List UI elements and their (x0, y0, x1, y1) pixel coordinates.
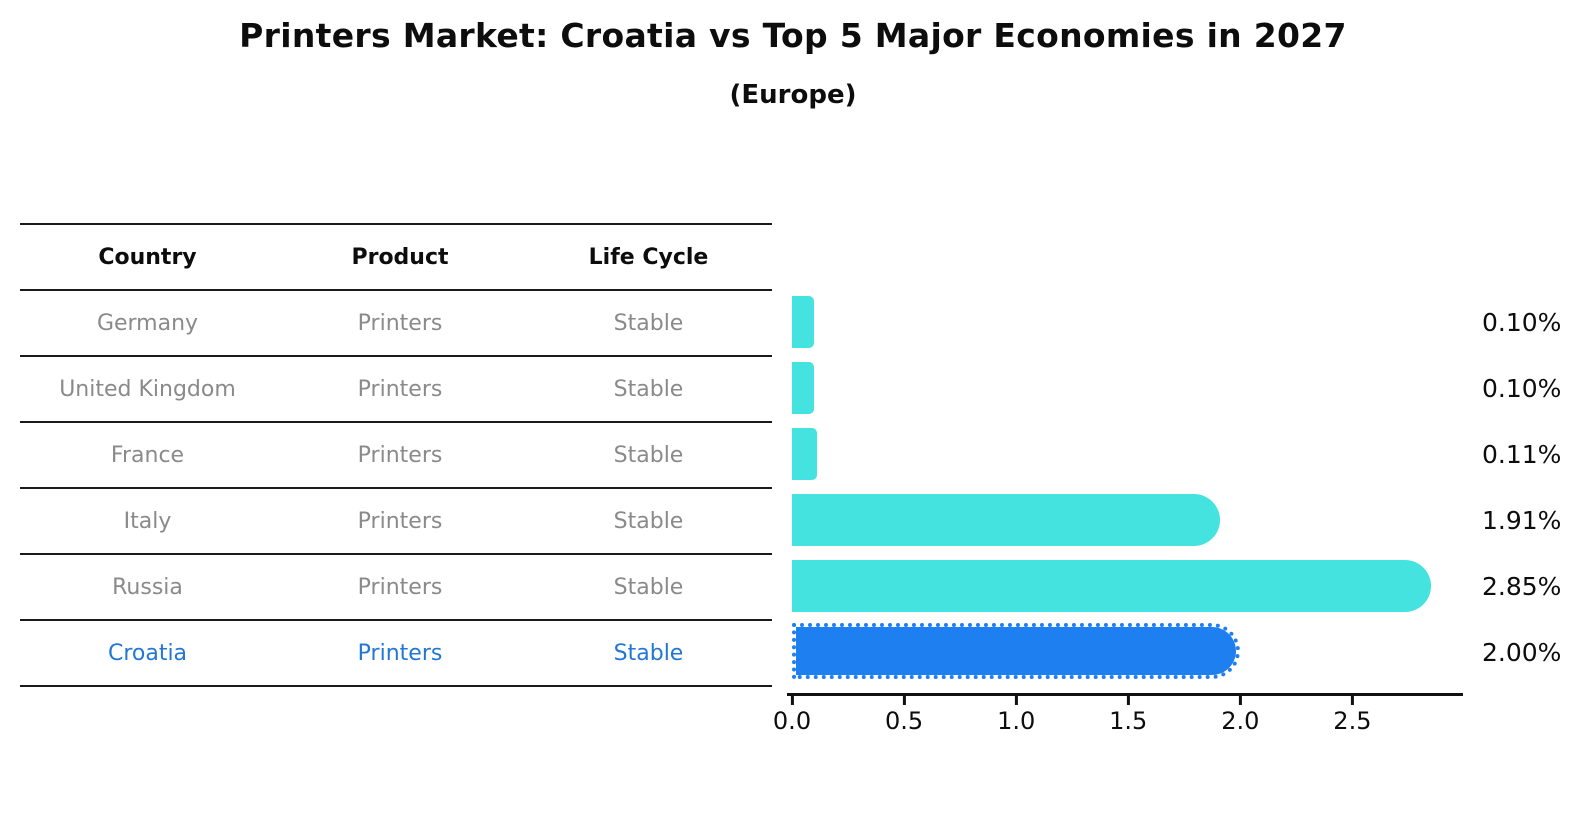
x-tick-label: 0.0 (772, 707, 812, 735)
bar-croatia-highlighted (792, 623, 1241, 679)
table-row-croatia-highlighted: Croatia Printers Stable (20, 619, 772, 685)
bar-united-kingdom (792, 362, 815, 414)
x-tick-label: 0.5 (884, 707, 924, 735)
x-tick: 0.0 (773, 696, 811, 735)
product-cell: Printers (357, 442, 443, 468)
life-cycle-cell: Stable (613, 574, 684, 600)
x-tick-label: 2.0 (1221, 707, 1260, 735)
bar-row (792, 355, 1460, 421)
data-table: Country Product Life Cycle Germany Print… (20, 223, 772, 687)
table-header-row: Country Product Life Cycle (20, 223, 772, 289)
table-row-united-kingdom: United Kingdom Printers Stable (20, 355, 772, 421)
x-tick-mark (1014, 696, 1018, 705)
value-label-united-kingdom: 0.10% (1482, 373, 1562, 403)
column-header-life-cycle: Life Cycle (588, 244, 709, 270)
bar-row (792, 289, 1460, 355)
x-tick-mark (1350, 696, 1354, 705)
life-cycle-cell: Stable (613, 508, 684, 534)
life-cycle-cell: Stable (613, 310, 684, 336)
x-tick: 2.5 (1333, 696, 1371, 735)
product-cell: Printers (357, 640, 443, 666)
chart-subtitle: (Europe) (729, 80, 857, 110)
value-label-croatia: 2.00% (1482, 637, 1562, 667)
value-label-italy: 1.91% (1482, 505, 1562, 535)
x-tick-mark (1238, 696, 1242, 705)
x-tick-mark (790, 696, 794, 705)
life-cycle-cell: Stable (613, 376, 684, 402)
life-cycle-cell: Stable (613, 442, 684, 468)
x-tick: 2.0 (1221, 696, 1259, 735)
bar-row (792, 421, 1460, 487)
table-row-italy: Italy Printers Stable (20, 487, 772, 553)
x-tick-label: 1.0 (997, 707, 1036, 735)
product-cell: Printers (357, 574, 443, 600)
product-cell: Printers (357, 376, 443, 402)
life-cycle-cell: Stable (613, 640, 684, 666)
bar-russia (792, 560, 1431, 612)
table-row-france: France Printers Stable (20, 421, 772, 487)
x-tick-label: 2.5 (1333, 707, 1372, 735)
x-tick: 0.5 (885, 696, 923, 735)
country-cell: Croatia (107, 640, 188, 666)
bar-row (792, 487, 1460, 553)
x-tick: 1.5 (1109, 696, 1147, 735)
country-cell: Italy (123, 508, 172, 534)
bar-row (792, 619, 1460, 685)
bar-plot-area (792, 289, 1460, 685)
x-axis-ticks: 0.0 0.5 1.0 1.5 2.0 2.5 (773, 696, 1460, 756)
bar-france (792, 428, 817, 480)
x-axis-line (787, 693, 1463, 696)
bar-row (792, 553, 1460, 619)
value-label-column: 0.10% 0.10% 0.11% 1.91% 2.85% 2.00% (1482, 289, 1586, 685)
table-row-russia: Russia Printers Stable (20, 553, 772, 619)
bar-italy (792, 494, 1221, 546)
country-cell: Germany (96, 310, 199, 336)
product-cell: Printers (357, 310, 443, 336)
table-row-germany: Germany Printers Stable (20, 289, 772, 355)
column-header-country: Country (98, 244, 197, 270)
x-tick: 1.0 (997, 696, 1035, 735)
country-cell: France (110, 442, 185, 468)
column-header-product: Product (351, 244, 449, 270)
x-tick-mark (1126, 696, 1130, 705)
value-label-germany: 0.10% (1482, 307, 1562, 337)
x-tick-label: 1.5 (1109, 707, 1148, 735)
bar-germany (792, 296, 815, 348)
product-cell: Printers (357, 508, 443, 534)
country-cell: United Kingdom (59, 376, 236, 402)
chart-title: Printers Market: Croatia vs Top 5 Major … (239, 16, 1347, 55)
x-tick-mark (902, 696, 906, 705)
value-label-france: 0.11% (1482, 439, 1562, 469)
value-label-russia: 2.85% (1482, 571, 1562, 601)
country-cell: Russia (112, 574, 183, 600)
